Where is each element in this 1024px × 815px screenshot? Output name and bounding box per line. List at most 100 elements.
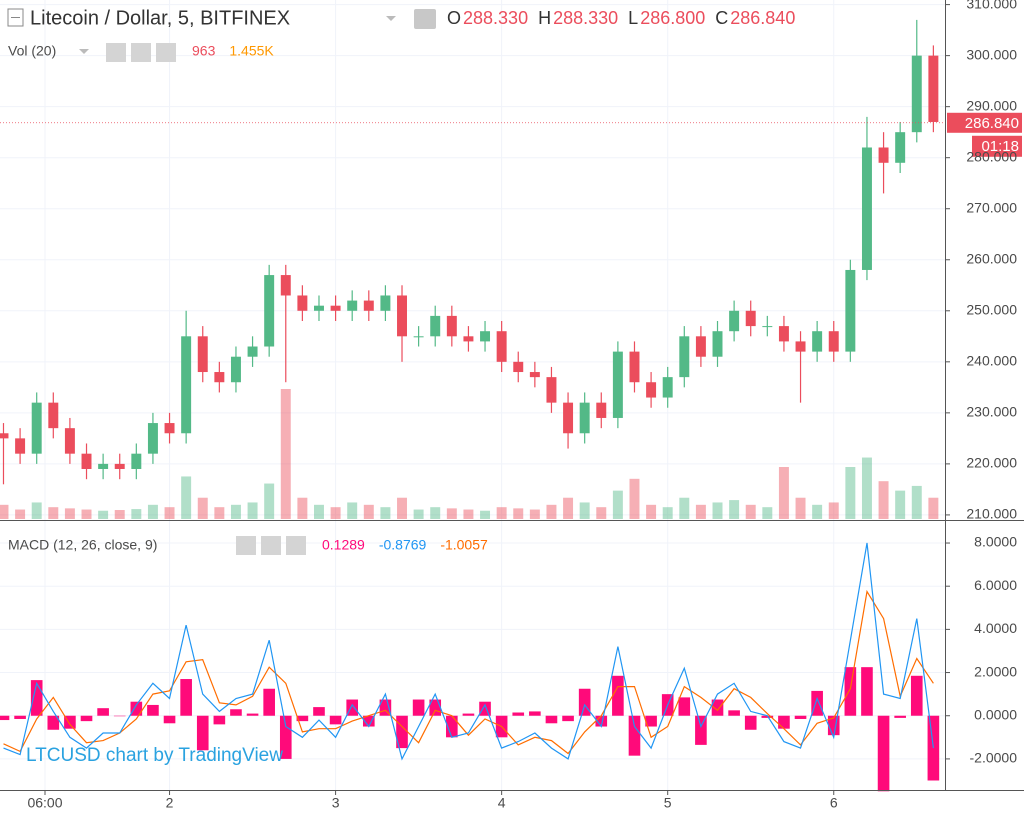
histogram-bar [196,715,209,751]
volume-bar [895,490,906,519]
candle-body [579,402,590,434]
volume-bar [762,507,773,519]
candle-body [778,326,789,342]
eye-icon[interactable] [414,9,436,29]
candle-body [15,438,26,454]
candle-body [629,351,640,383]
countdown-label: 01:18 [981,138,1019,155]
volume-bar [147,504,158,519]
volume-bar [496,507,507,519]
macd-title: MACD (12, 26, close, 9) [8,537,157,553]
macd-readout: 0.1289 [322,537,365,553]
ohlc-value: 286.840 [730,8,795,28]
volume-bar [81,509,92,519]
eye-icon[interactable] [236,536,256,555]
histogram-bar [479,701,491,716]
volume-readout: 1.455K [229,43,274,59]
histogram-bar [861,667,873,716]
y-tick-label: 310.000 [966,0,1017,11]
settings-icon[interactable] [131,43,151,62]
candle-body [264,275,275,347]
volume-bar [430,507,441,519]
histogram-bar [512,712,525,716]
candle-body [596,402,607,418]
volume-bar [230,504,241,519]
candle-body [563,402,574,434]
volume-bar [629,478,640,519]
histogram-bar [279,715,292,759]
candle-body [147,423,158,454]
candle-body [911,55,922,133]
ohlc-label: O [447,8,461,28]
x-tick-label: 2 [166,795,174,811]
candle-body [646,382,657,398]
histogram-bar [14,715,26,719]
histogram-bar [811,690,823,716]
histogram-bar [313,707,325,716]
volume-bar [280,389,291,519]
volume-bar [363,504,374,519]
volume-bar [812,504,823,519]
histogram-bar [412,699,425,716]
candle-body [297,295,308,311]
candle-body [363,300,374,311]
candle-body [214,372,225,383]
histogram-bar [64,715,76,729]
candle-body [81,453,92,469]
ohlc-label: H [538,8,551,28]
volume-bar [695,504,706,519]
candle-body [164,423,175,434]
volume-bar [878,481,889,519]
candle-body [98,463,109,469]
histogram-bar [462,713,475,716]
histogram-bar [744,715,757,730]
candle-body [480,331,491,342]
volume-bar [861,457,872,519]
volume-bar [928,497,939,519]
histogram-bar [80,715,93,722]
dropdown-arrow[interactable] [386,16,396,21]
candle-body [446,315,457,337]
y-tick-label: 230.000 [966,404,1017,420]
histogram-bar [595,715,608,727]
ohlc-value: 288.330 [463,8,528,28]
settings-icon[interactable] [261,536,281,555]
close-icon[interactable] [286,536,306,555]
y-tick-label: 2.0000 [974,663,1017,679]
volume-bar [778,467,789,519]
candle-body [513,361,524,373]
volume-bar [397,497,407,519]
volume-bar [712,502,723,519]
dropdown-arrow[interactable] [79,49,89,54]
volume-bar [646,504,657,519]
candle-body [314,305,324,311]
histogram-bar [894,715,906,718]
candle-body [662,377,673,398]
histogram-bar [147,704,159,716]
symbol-title[interactable]: Litecoin / Dollar, 5, BITFINEX [30,7,290,29]
candle-body [845,269,856,352]
volume-bar [729,500,740,519]
marks-layer [0,19,940,792]
volume-bar [330,507,341,519]
volume-readout: 963 [192,43,216,59]
candle-body [695,336,706,357]
collapse-icon[interactable] [7,8,24,27]
volume-bar [529,509,540,519]
y-tick-label: 240.000 [966,353,1017,369]
volume-bar [845,467,856,519]
y-tick-label: 4.0000 [974,620,1017,636]
candle-body [895,132,906,163]
candle-body [280,275,291,296]
volume-bar [413,509,424,519]
close-icon[interactable] [156,43,176,62]
y-tick-label: -2.0000 [970,750,1018,766]
candle-body [114,463,125,469]
eye-icon[interactable] [106,43,126,62]
ohlc-value: 286.800 [640,8,705,28]
histogram-bar [429,699,442,716]
volume-bar [64,508,75,519]
candle-body [729,310,740,332]
candle-body [380,295,391,311]
histogram-bar [263,688,275,716]
